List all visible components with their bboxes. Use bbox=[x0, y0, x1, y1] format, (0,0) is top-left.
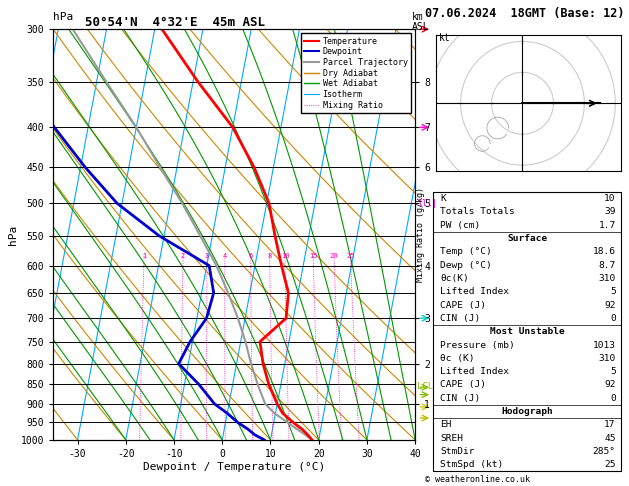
Text: CAPE (J): CAPE (J) bbox=[440, 300, 486, 310]
Text: Surface: Surface bbox=[507, 234, 547, 243]
Text: CIN (J): CIN (J) bbox=[440, 394, 481, 403]
Text: EH: EH bbox=[440, 420, 452, 429]
Text: 2: 2 bbox=[181, 253, 185, 260]
Text: 310: 310 bbox=[599, 354, 616, 363]
Text: 1.7: 1.7 bbox=[599, 221, 616, 230]
Text: 50°54'N  4°32'E  45m ASL: 50°54'N 4°32'E 45m ASL bbox=[85, 16, 265, 29]
Legend: Temperature, Dewpoint, Parcel Trajectory, Dry Adiabat, Wet Adiabat, Isotherm, Mi: Temperature, Dewpoint, Parcel Trajectory… bbox=[301, 34, 411, 113]
Text: 6: 6 bbox=[248, 253, 253, 260]
Text: 5: 5 bbox=[610, 287, 616, 296]
Text: 0: 0 bbox=[610, 394, 616, 403]
Text: CAPE (J): CAPE (J) bbox=[440, 381, 486, 389]
Text: Hodograph: Hodograph bbox=[501, 407, 553, 416]
Text: ASL: ASL bbox=[412, 21, 430, 32]
Text: Pressure (mb): Pressure (mb) bbox=[440, 341, 515, 349]
Text: 17: 17 bbox=[604, 420, 616, 429]
Text: © weatheronline.co.uk: © weatheronline.co.uk bbox=[425, 474, 530, 484]
Text: Most Unstable: Most Unstable bbox=[490, 327, 564, 336]
Text: Lifted Index: Lifted Index bbox=[440, 367, 509, 376]
Text: 39: 39 bbox=[604, 208, 616, 216]
Text: 8: 8 bbox=[267, 253, 272, 260]
X-axis label: Dewpoint / Temperature (°C): Dewpoint / Temperature (°C) bbox=[143, 462, 325, 471]
Text: 310: 310 bbox=[599, 274, 616, 283]
Text: 92: 92 bbox=[604, 381, 616, 389]
Text: 4: 4 bbox=[223, 253, 227, 260]
Text: 1013: 1013 bbox=[593, 341, 616, 349]
Text: kt: kt bbox=[439, 34, 451, 43]
Text: θc (K): θc (K) bbox=[440, 354, 475, 363]
Text: 3: 3 bbox=[205, 253, 209, 260]
Text: Dewp (°C): Dewp (°C) bbox=[440, 260, 492, 270]
Text: 8.7: 8.7 bbox=[599, 260, 616, 270]
Text: 5: 5 bbox=[610, 367, 616, 376]
Text: Mixing Ratio (g/kg): Mixing Ratio (g/kg) bbox=[416, 187, 425, 282]
Text: 92: 92 bbox=[604, 300, 616, 310]
Text: 25: 25 bbox=[604, 460, 616, 469]
Y-axis label: hPa: hPa bbox=[8, 225, 18, 244]
Text: LCL: LCL bbox=[417, 382, 433, 391]
Text: StmDir: StmDir bbox=[440, 447, 475, 456]
Text: 0: 0 bbox=[610, 314, 616, 323]
Text: 25: 25 bbox=[347, 253, 355, 260]
Text: 1: 1 bbox=[142, 253, 146, 260]
Text: 45: 45 bbox=[604, 434, 616, 443]
Text: km: km bbox=[412, 12, 424, 22]
Text: 285°: 285° bbox=[593, 447, 616, 456]
Text: K: K bbox=[440, 194, 446, 203]
Text: StmSpd (kt): StmSpd (kt) bbox=[440, 460, 504, 469]
Text: Lifted Index: Lifted Index bbox=[440, 287, 509, 296]
Text: SREH: SREH bbox=[440, 434, 464, 443]
Text: 18.6: 18.6 bbox=[593, 247, 616, 256]
Text: 07.06.2024  18GMT (Base: 12): 07.06.2024 18GMT (Base: 12) bbox=[425, 7, 624, 20]
Text: lll|: lll| bbox=[417, 199, 437, 208]
Text: PW (cm): PW (cm) bbox=[440, 221, 481, 230]
Text: θc(K): θc(K) bbox=[440, 274, 469, 283]
Text: Totals Totals: Totals Totals bbox=[440, 208, 515, 216]
Text: 10: 10 bbox=[281, 253, 289, 260]
Text: 10: 10 bbox=[604, 194, 616, 203]
Text: hPa: hPa bbox=[53, 12, 74, 22]
Text: 20: 20 bbox=[330, 253, 338, 260]
Text: Temp (°C): Temp (°C) bbox=[440, 247, 492, 256]
Text: CIN (J): CIN (J) bbox=[440, 314, 481, 323]
Text: 15: 15 bbox=[309, 253, 318, 260]
